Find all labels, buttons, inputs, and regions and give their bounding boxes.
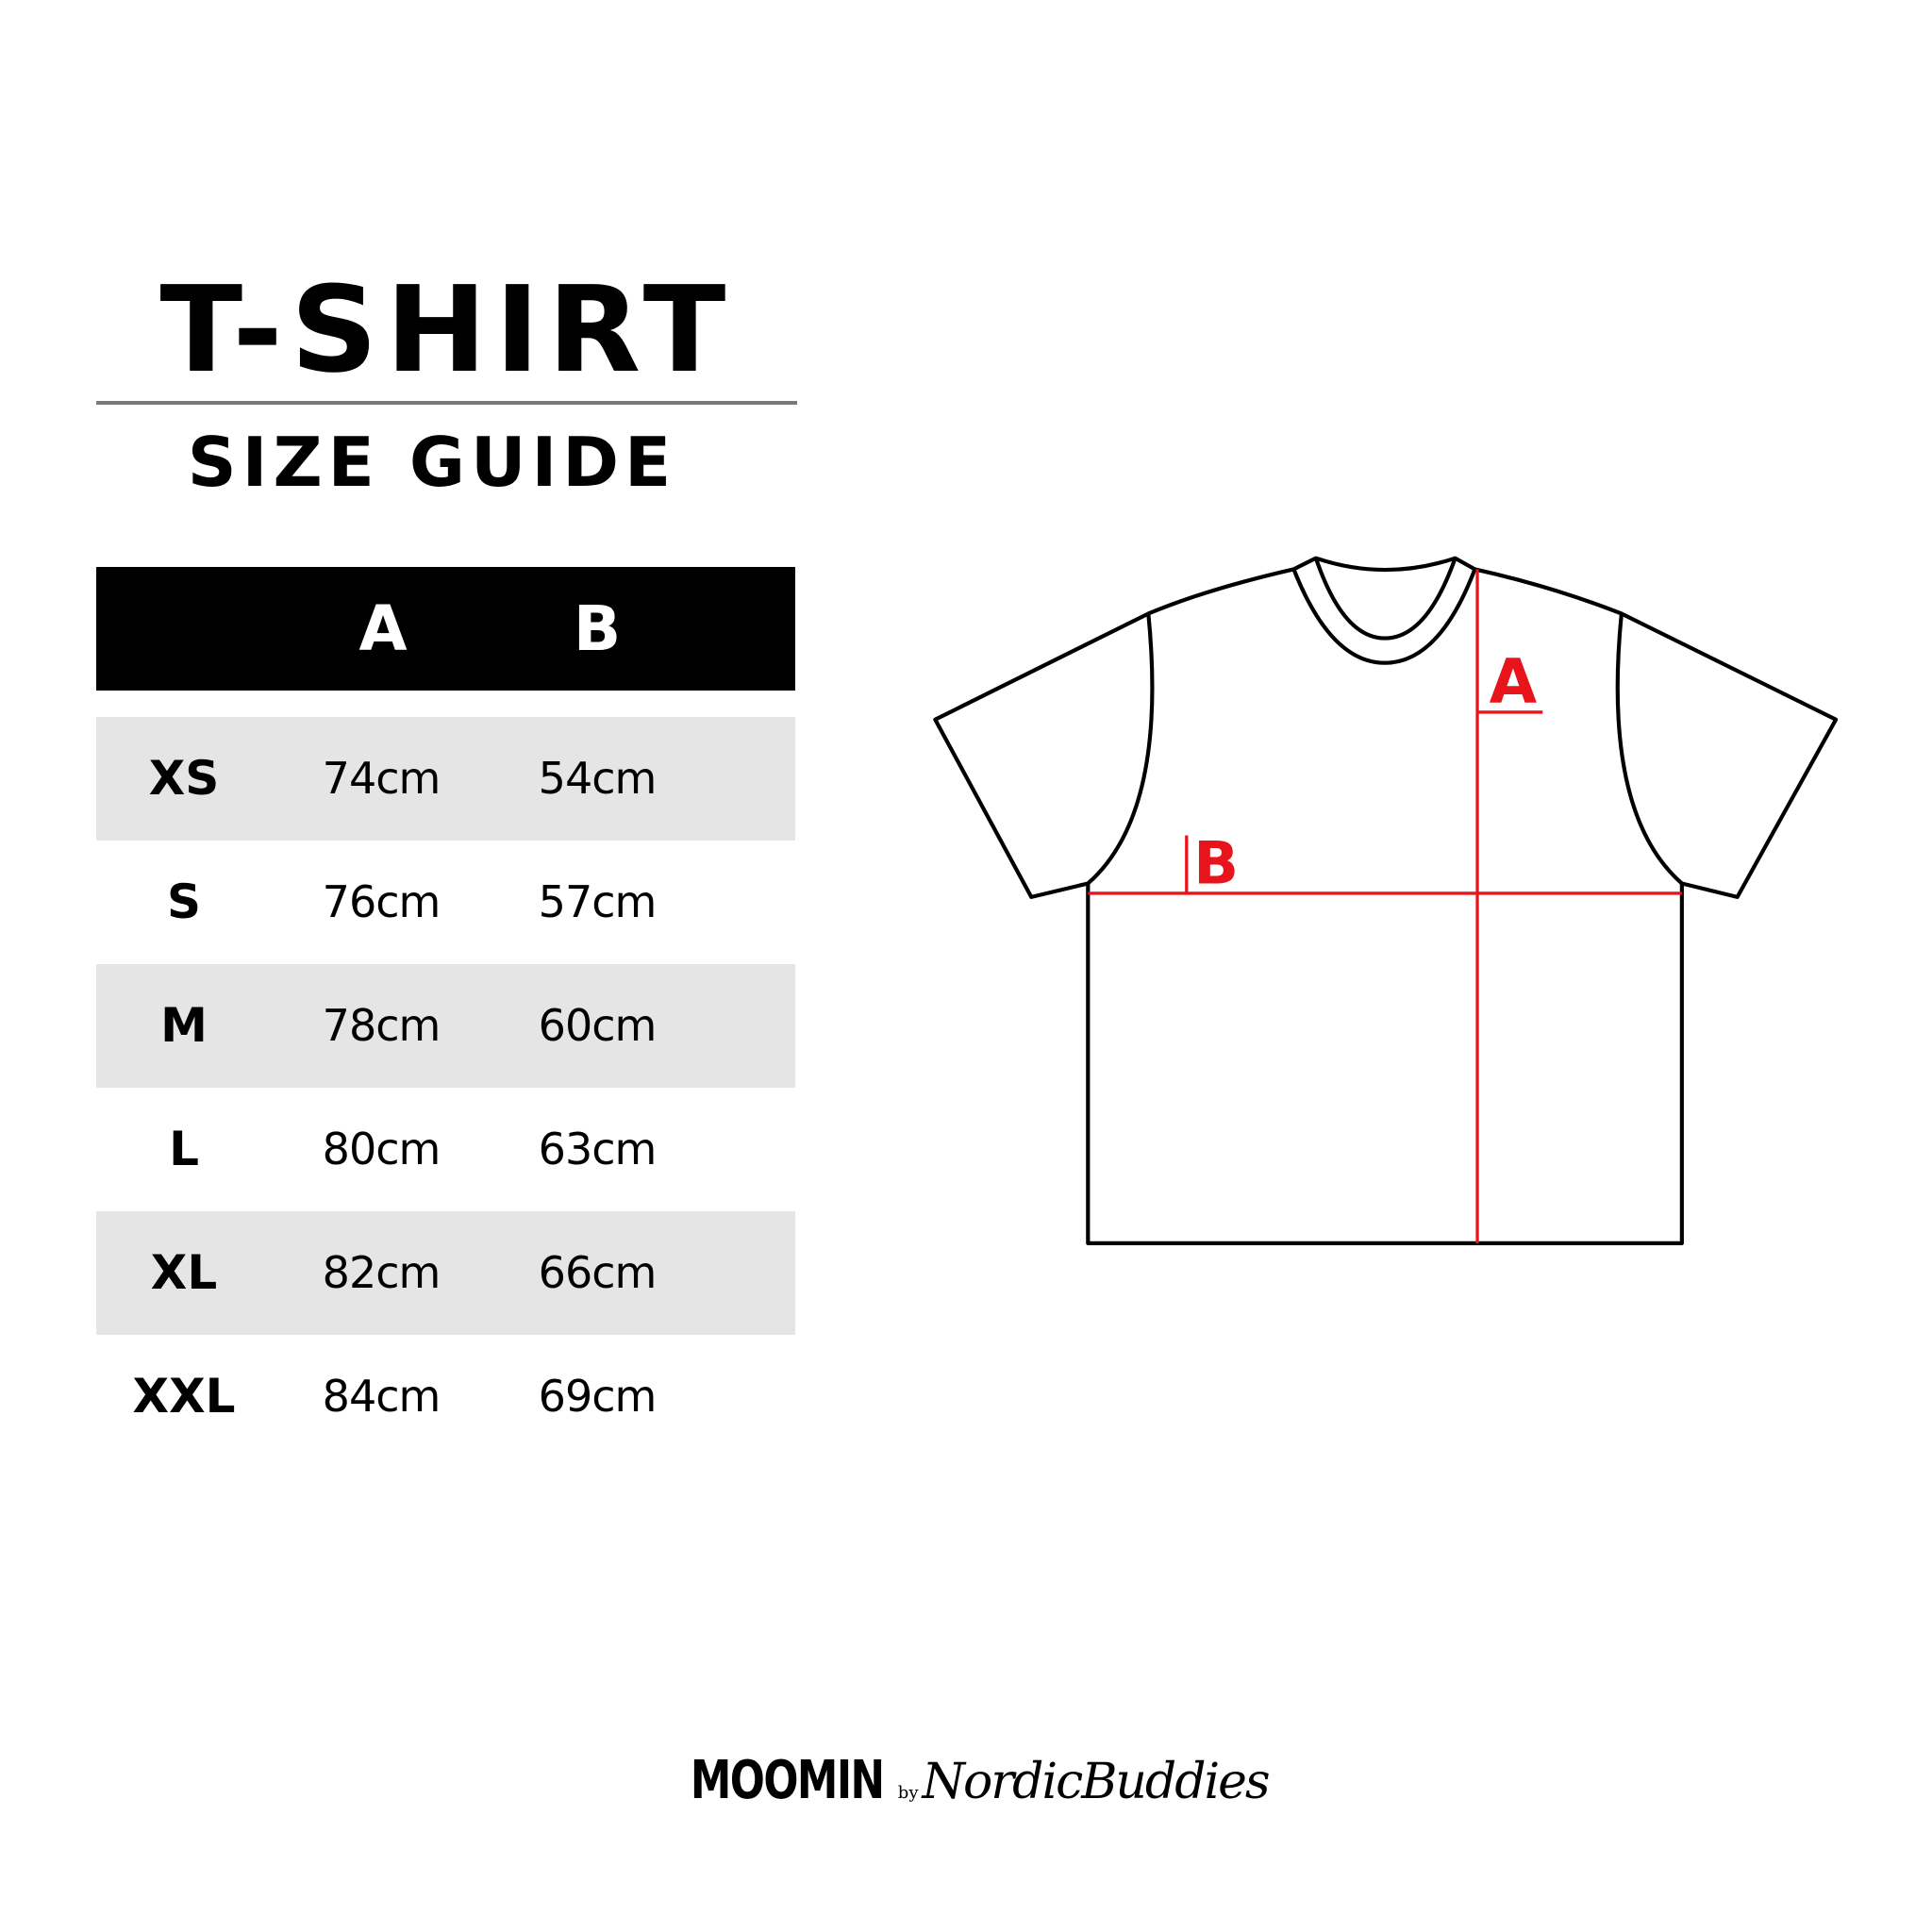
table-row: M 78cm 60cm	[96, 964, 795, 1088]
page-subtitle: SIZE GUIDE	[187, 423, 677, 502]
measure-label-b: B	[1193, 828, 1239, 897]
column-header-a: A	[358, 592, 408, 665]
logo-moomin: MOOMIN	[691, 1750, 885, 1811]
measurement-b: 60cm	[538, 1000, 658, 1051]
page-title: T-SHIRT	[159, 260, 734, 399]
size-label: S	[166, 874, 202, 929]
measurement-a: 82cm	[322, 1247, 441, 1298]
tshirt-outline	[933, 556, 1839, 1245]
table-row: XL 82cm 66cm	[96, 1211, 795, 1335]
logo-nordicbuddies: NordicBuddies	[922, 1754, 1271, 1810]
measurement-a: 84cm	[322, 1371, 441, 1422]
measurement-a: 74cm	[322, 753, 441, 804]
measurement-b: 63cm	[538, 1124, 658, 1174]
table-header: A B	[96, 567, 795, 691]
measurement-b: 54cm	[538, 753, 658, 804]
title-divider	[96, 401, 797, 405]
measurement-b: 57cm	[538, 876, 658, 927]
size-label: M	[160, 998, 208, 1053]
table-row: S 76cm 57cm	[96, 841, 795, 964]
size-label: XXL	[132, 1369, 236, 1424]
column-header-b: B	[573, 592, 622, 665]
brand-logo: MOOMIN byNordicBuddies	[0, 1750, 1932, 1811]
measure-lines	[1088, 569, 1682, 1243]
size-label: XS	[148, 751, 220, 806]
measurement-a: 76cm	[322, 876, 441, 927]
measure-label-a: A	[1490, 645, 1538, 717]
table-row: XS 74cm 54cm	[96, 717, 795, 841]
size-label: XL	[150, 1245, 218, 1300]
table-row: XXL 84cm 69cm	[96, 1335, 795, 1458]
measurement-a: 80cm	[322, 1124, 441, 1174]
table-row: L 80cm 63cm	[96, 1088, 795, 1211]
size-label: L	[169, 1122, 199, 1176]
measurement-b: 69cm	[538, 1371, 658, 1422]
measurement-a: 78cm	[322, 1000, 441, 1051]
measurement-b: 66cm	[538, 1247, 658, 1298]
logo-by: by	[897, 1783, 919, 1803]
size-table: A B XS 74cm 54cm S 76cm 57cm M 78cm 60cm L 80cm 63c…	[96, 567, 795, 1458]
